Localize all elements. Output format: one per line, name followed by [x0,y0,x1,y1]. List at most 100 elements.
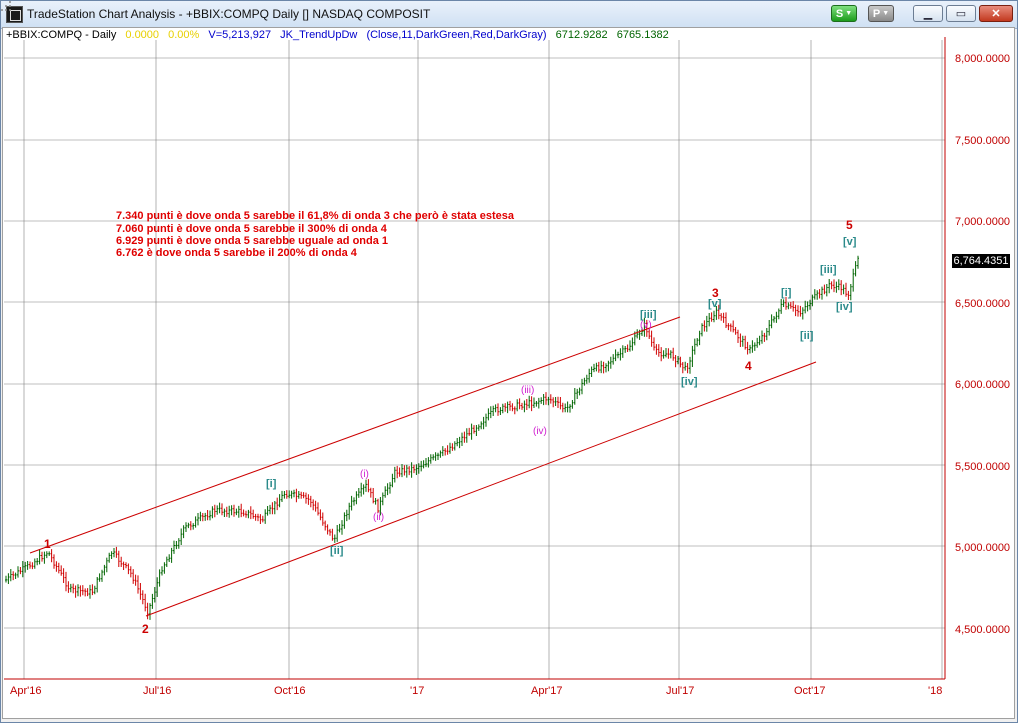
price-bar [413,464,415,474]
price-bar [120,556,123,567]
price-bar [669,350,672,359]
price-bar [146,602,149,620]
price-bar [36,558,39,566]
price-bar [665,348,667,358]
p-label: P [872,7,881,20]
price-bar [461,432,463,446]
price-bar [494,404,497,413]
price-bar [626,344,629,352]
price-bar [38,549,41,565]
resize-grip-icon[interactable] [0,0,12,12]
price-bar [139,583,142,600]
price-bar [530,396,533,412]
price-bar [309,495,312,508]
channel-lower-line [145,361,817,617]
price-bar [211,506,214,519]
close-button[interactable]: ✕ [979,5,1013,22]
price-bar [149,603,151,620]
minimize-button[interactable]: ▁ [913,5,943,22]
price-bar [113,548,115,558]
price-bar [473,425,475,434]
price-bar [645,319,648,337]
chart-area[interactable] [2,27,1015,719]
price-bar [444,448,447,456]
price-bar [509,400,511,411]
price-bar [607,360,610,372]
price-bar [609,356,612,369]
price-bar [264,509,267,524]
price-bar [554,397,557,406]
wave-bii-b-label: [ii] [800,330,814,342]
price-bar [667,348,670,359]
maximize-button[interactable]: ▭ [946,5,976,22]
price-bar [19,567,22,575]
price-bar [432,454,435,461]
window-title: TradeStation Chart Analysis - +BBIX:COMP… [27,7,431,21]
price-bar [273,501,276,515]
wave-2-label: 2 [142,622,149,636]
price-bar [249,506,252,520]
s-toggle-button[interactable]: S ▼ [831,5,857,22]
volume-label: V=5,213,927 [208,29,272,41]
title-bar[interactable]: TradeStation Chart Analysis - +BBIX:COMP… [1,1,1017,29]
price-bar [516,399,519,412]
p-toggle-button[interactable]: P ▼ [868,5,894,22]
price-bar [405,464,408,478]
price-bar [417,463,420,474]
price-bar [482,416,485,430]
wave-piii-label: (iii) [521,385,534,396]
price-bar [434,452,437,461]
price-bar [209,510,211,521]
price-bar [576,388,579,399]
price-bar [737,329,739,343]
params-label: (Close,11,DarkGreen,Red,DarkGray) [366,29,547,41]
price-bar [245,510,247,518]
price-label-4500: 4,500.0000 [955,624,1010,636]
price-bar [761,330,763,344]
price-bar [792,301,795,312]
price-bar [216,505,219,515]
price-bar [437,452,439,460]
price-bar [86,588,89,597]
price-bar [837,279,840,291]
price-bar [389,482,391,494]
price-bar [271,502,274,515]
price-bar [175,541,178,550]
price-bar [81,585,84,596]
price-bar [453,441,456,451]
price-bar [151,593,154,609]
price-bar [674,355,677,368]
price-bar [650,330,653,347]
price-bar [398,467,401,477]
price-bar [187,522,190,529]
price-bar [105,557,108,573]
price-bar [158,569,161,587]
maximize-icon: ▭ [955,8,967,20]
price-bar [180,528,183,545]
price-bar [585,374,588,384]
price-bar [165,556,168,567]
price-bar [722,312,725,323]
price-bar [69,583,72,593]
note-line-3: 6.929 punti è dove onda 5 sarebbe uguale… [116,235,388,247]
price-bar [384,486,387,498]
price-bar [45,551,48,559]
price-bar [144,593,147,612]
price-bar [734,327,737,335]
price-bar [739,333,742,347]
wave-bv-a-label: [v] [708,298,722,310]
price-bar [684,361,687,371]
price-bar [429,454,432,464]
price-bar [705,315,708,332]
price-bar [477,424,480,431]
price-bar [717,304,720,320]
close-icon: ✕ [991,8,1001,20]
price-bar [43,551,46,564]
date-label-apr17: Apr'17 [531,685,562,697]
price-bar [698,330,701,346]
price-bar [93,585,96,595]
price-bar [329,528,331,536]
price-bar [312,499,315,511]
price-bar [103,564,106,576]
price-bar [381,492,384,506]
